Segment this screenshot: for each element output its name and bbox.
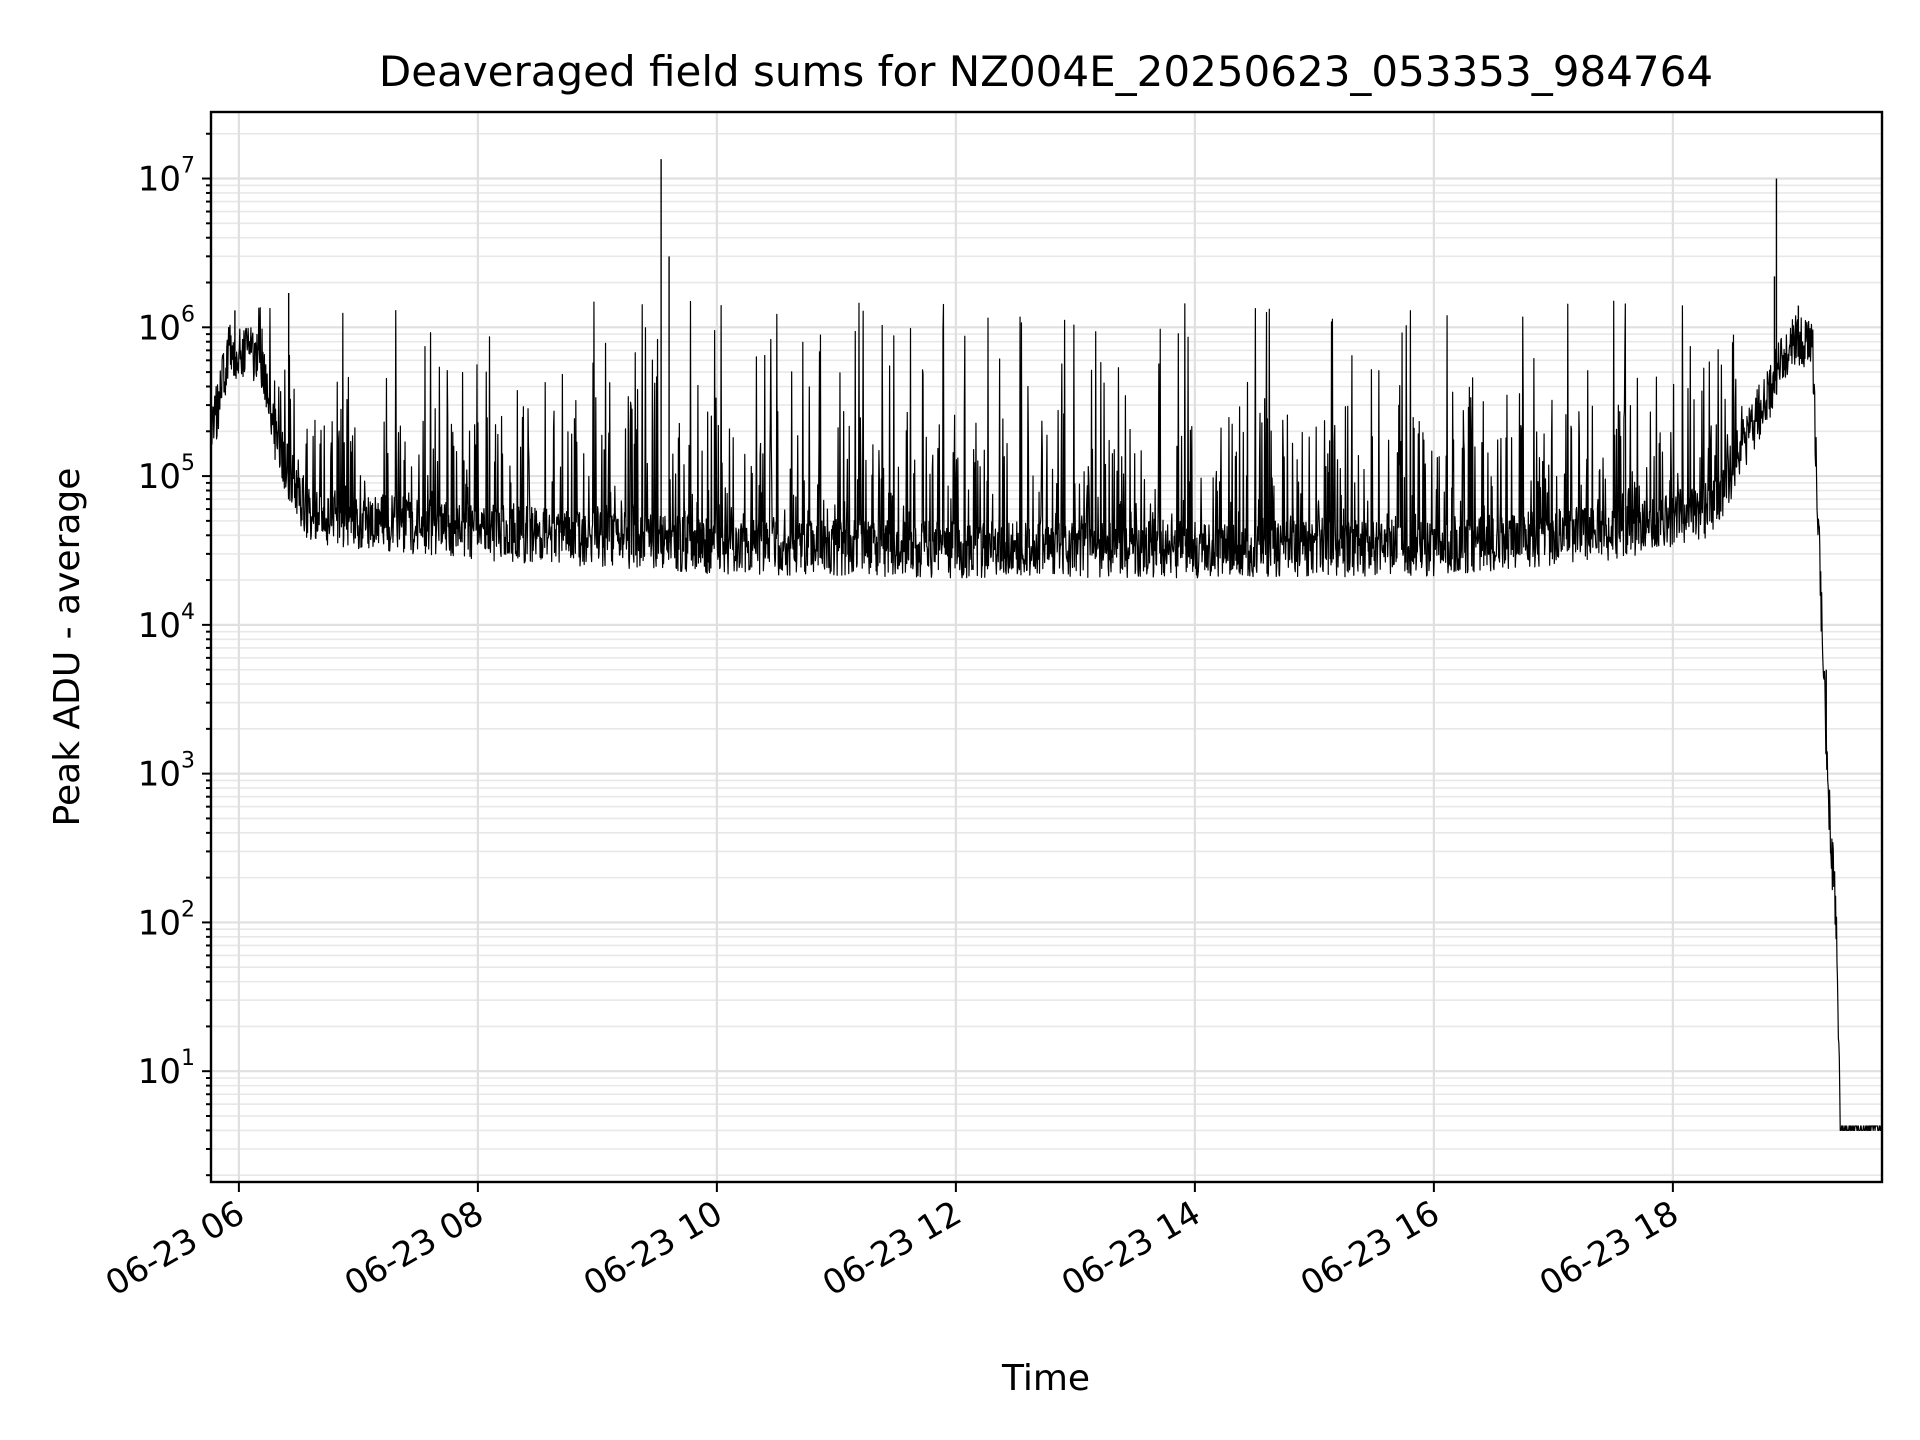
series-line — [211, 300, 1882, 1132]
y-tick-exponent: 1 — [181, 1046, 195, 1071]
y-tick-exponent: 3 — [181, 749, 195, 774]
y-tick-label: 103 — [138, 749, 195, 795]
y-tick-base: 10 — [138, 903, 181, 943]
y-axis-label: Peak ADU - average — [47, 468, 88, 827]
y-tick-label: 101 — [138, 1046, 195, 1092]
y-tick-base: 10 — [138, 606, 181, 646]
y-tick-exponent: 4 — [181, 600, 195, 625]
y-tick-base: 10 — [138, 457, 181, 497]
y-tick-exponent: 5 — [181, 451, 195, 476]
x-axis-label: Time — [1001, 1358, 1090, 1399]
y-tick-exponent: 6 — [181, 302, 195, 327]
y-tick-label: 105 — [138, 451, 195, 497]
y-tick-base: 10 — [138, 308, 181, 348]
y-tick-label: 102 — [138, 897, 195, 943]
chart-title: Deaveraged field sums for NZ004E_2025062… — [379, 47, 1713, 96]
y-tick-base: 10 — [138, 1052, 181, 1092]
y-tick-exponent: 7 — [181, 154, 195, 179]
y-tick-label: 106 — [138, 302, 195, 348]
y-tick-exponent: 2 — [181, 897, 195, 922]
y-tick-label: 104 — [138, 600, 195, 646]
y-tick-base: 10 — [138, 160, 181, 200]
plot-area — [211, 159, 1882, 1132]
y-tick-label: 107 — [138, 154, 195, 200]
y-tick-base: 10 — [138, 755, 181, 795]
